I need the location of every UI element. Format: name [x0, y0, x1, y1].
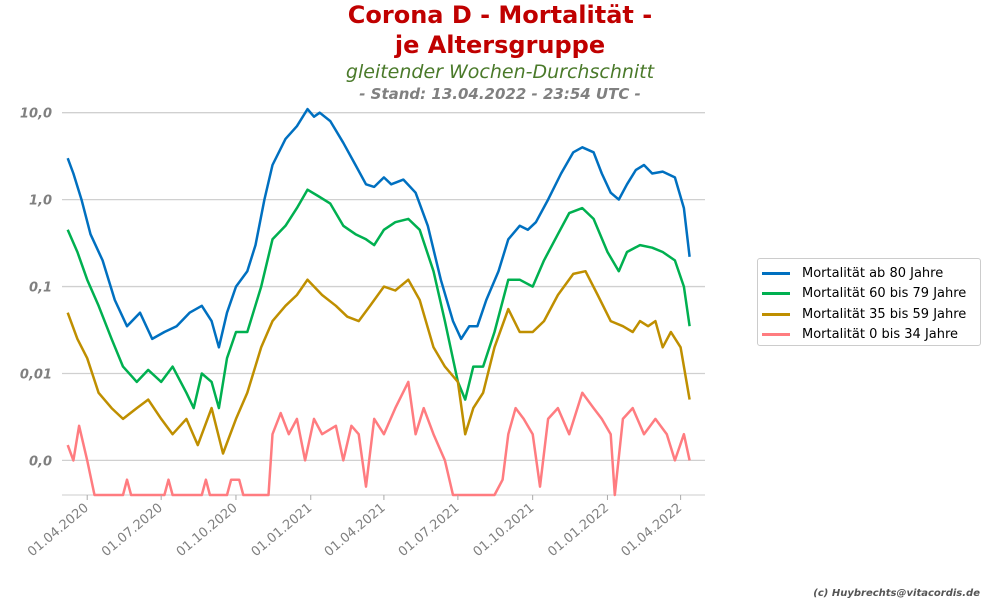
- legend-swatch-35-59: [762, 312, 790, 316]
- legend-item-80plus: Mortalität ab 80 Jahre: [762, 263, 980, 284]
- legend-item-35-59: Mortalität 35 bis 59 Jahre: [762, 304, 980, 325]
- legend-swatch-0-34: [762, 333, 790, 337]
- series-line-2: [66, 188, 691, 410]
- y-tick-label: 0,01: [20, 367, 52, 382]
- legend-swatch-60-79: [762, 292, 790, 296]
- x-tick-label: 01.04.2020: [25, 501, 92, 560]
- legend-item-60-79: Mortalität 60 bis 79 Jahre: [762, 284, 980, 305]
- legend-label-0-34: Mortalität 0 bis 34 Jahre: [802, 327, 959, 343]
- y-tick-label: 1,0: [29, 194, 52, 209]
- x-tick-label: 01.07.2020: [99, 501, 166, 560]
- x-tick-label: 01.10.2020: [174, 501, 241, 560]
- legend-label-60-79: Mortalität 60 bis 79 Jahre: [802, 286, 967, 302]
- axis-labels: 0,00,010,11,010,001.04.2020 01.07.2020 01.…: [20, 107, 685, 560]
- y-tick-label: 0,0: [29, 454, 52, 469]
- x-tick-label: 01.10.2021: [471, 501, 538, 560]
- y-tick-label: 10,0: [20, 107, 52, 122]
- chart-header: Corona D - Mortalität - je Altersgruppe …: [250, 0, 750, 104]
- chart-timestamp: - Stand: 13.04.2022 - 23:54 UTC -: [359, 85, 641, 103]
- x-tick-label: 01.04.2022: [619, 501, 686, 560]
- x-tick-label: 01.01.2021: [249, 501, 316, 560]
- grid-lines: [62, 112, 705, 496]
- series-line-1: [66, 107, 691, 349]
- chart-subtitle: gleitender Wochen-Durchschnitt: [345, 61, 655, 83]
- chart-legend: Mortalität ab 80 Jahre Mortalität 60 bis…: [757, 258, 981, 346]
- legend-item-0-34: Mortalität 0 bis 34 Jahre: [762, 325, 980, 346]
- x-tick-label: 01.04.2021: [322, 501, 389, 560]
- chart-title-line-2: je Altersgruppe: [394, 31, 606, 59]
- legend-swatch-80plus: [762, 271, 790, 275]
- series-line-4: [66, 380, 691, 497]
- series-line-3: [66, 269, 691, 455]
- legend-label-80plus: Mortalität ab 80 Jahre: [802, 265, 944, 281]
- x-tick-label: 01.01.2022: [545, 501, 612, 560]
- x-tick-label: 01.07.2021: [396, 501, 463, 560]
- chart-title-line-1: Corona D - Mortalität -: [347, 1, 653, 29]
- y-tick-label: 0,1: [29, 281, 52, 296]
- copyright-notice: (c) Huybrechts@vitacordis.de: [813, 588, 980, 599]
- legend-label-35-59: Mortalität 35 bis 59 Jahre: [802, 306, 967, 322]
- series-lines: [66, 107, 691, 497]
